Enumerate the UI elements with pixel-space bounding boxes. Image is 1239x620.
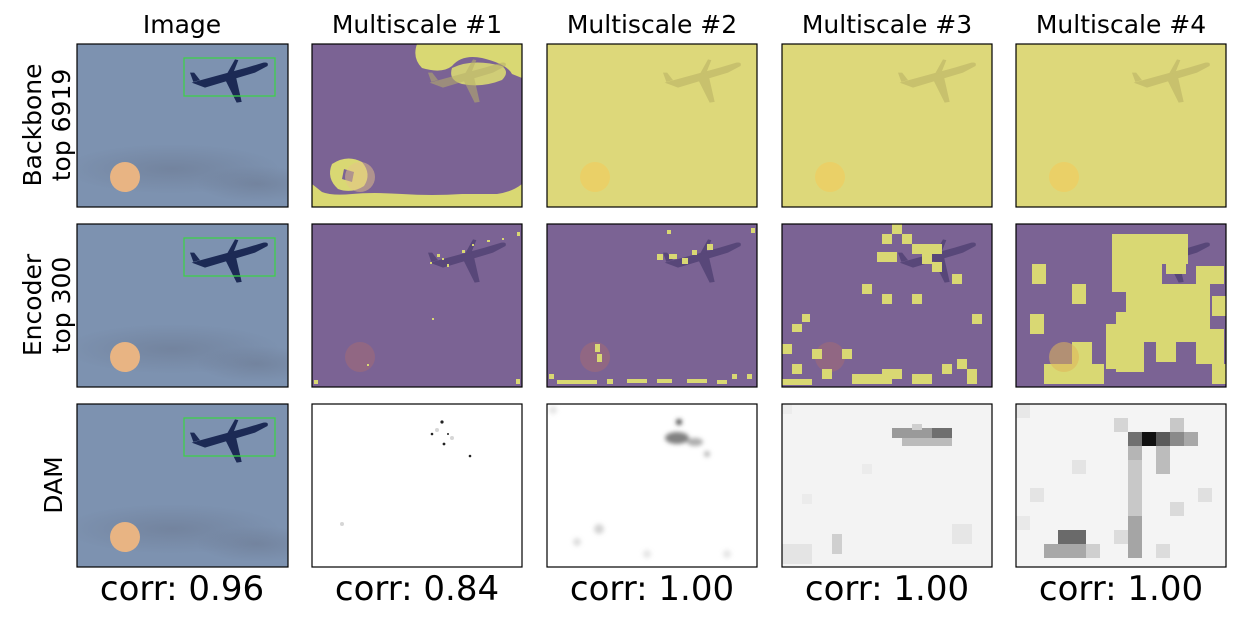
panel-encoder-image (76, 223, 289, 388)
svg-text:DAM: DAM (39, 456, 68, 513)
column-title-multiscale-1: Multiscale #1 (332, 10, 502, 39)
panel-backbone-ms3 (781, 43, 993, 208)
panel-encoder-ms4 (1015, 223, 1227, 388)
svg-text:Encoder: Encoder (18, 253, 47, 356)
panel-dam-image (76, 403, 289, 568)
bbox-airplane (183, 417, 276, 457)
panel-backbone-image (76, 43, 289, 208)
column-title-multiscale-4: Multiscale #4 (1036, 10, 1206, 39)
panel-backbone-ms2 (546, 43, 758, 208)
panel-dam-ms1 (311, 403, 523, 568)
row-label-backbone: Backbone top 6919 (18, 63, 76, 186)
panel-backbone-ms1 (311, 43, 523, 208)
panel-dam-ms3 (781, 403, 993, 568)
bbox-airplane (183, 57, 276, 97)
panel-backbone-ms4 (1015, 43, 1227, 208)
panel-encoder-ms2 (546, 223, 758, 388)
svg-text:top 6919: top 6919 (47, 69, 76, 182)
panel-dam-ms2 (546, 403, 758, 568)
column-title-multiscale-2: Multiscale #2 (567, 10, 737, 39)
bbox-airplane (183, 237, 276, 277)
corr-label-multiscale-2: corr: 1.00 (570, 569, 734, 609)
corr-label-multiscale-1: corr: 0.84 (335, 569, 499, 609)
row-label-encoder: Encoder top 300 (18, 253, 76, 356)
corr-label-multiscale-4: corr: 1.00 (1039, 569, 1203, 609)
svg-text:top 300: top 300 (47, 257, 76, 354)
column-title-image: Image (143, 10, 221, 39)
panel-encoder-ms3 (781, 223, 993, 388)
corr-label-multiscale-3: corr: 1.00 (805, 569, 969, 609)
svg-text:Backbone: Backbone (18, 63, 47, 186)
corr-label-image: corr: 0.96 (100, 569, 264, 609)
row-label-dam: DAM (39, 456, 68, 513)
column-title-multiscale-3: Multiscale #3 (802, 10, 972, 39)
panel-encoder-ms1 (311, 223, 523, 388)
panel-dam-ms4 (1015, 403, 1227, 568)
